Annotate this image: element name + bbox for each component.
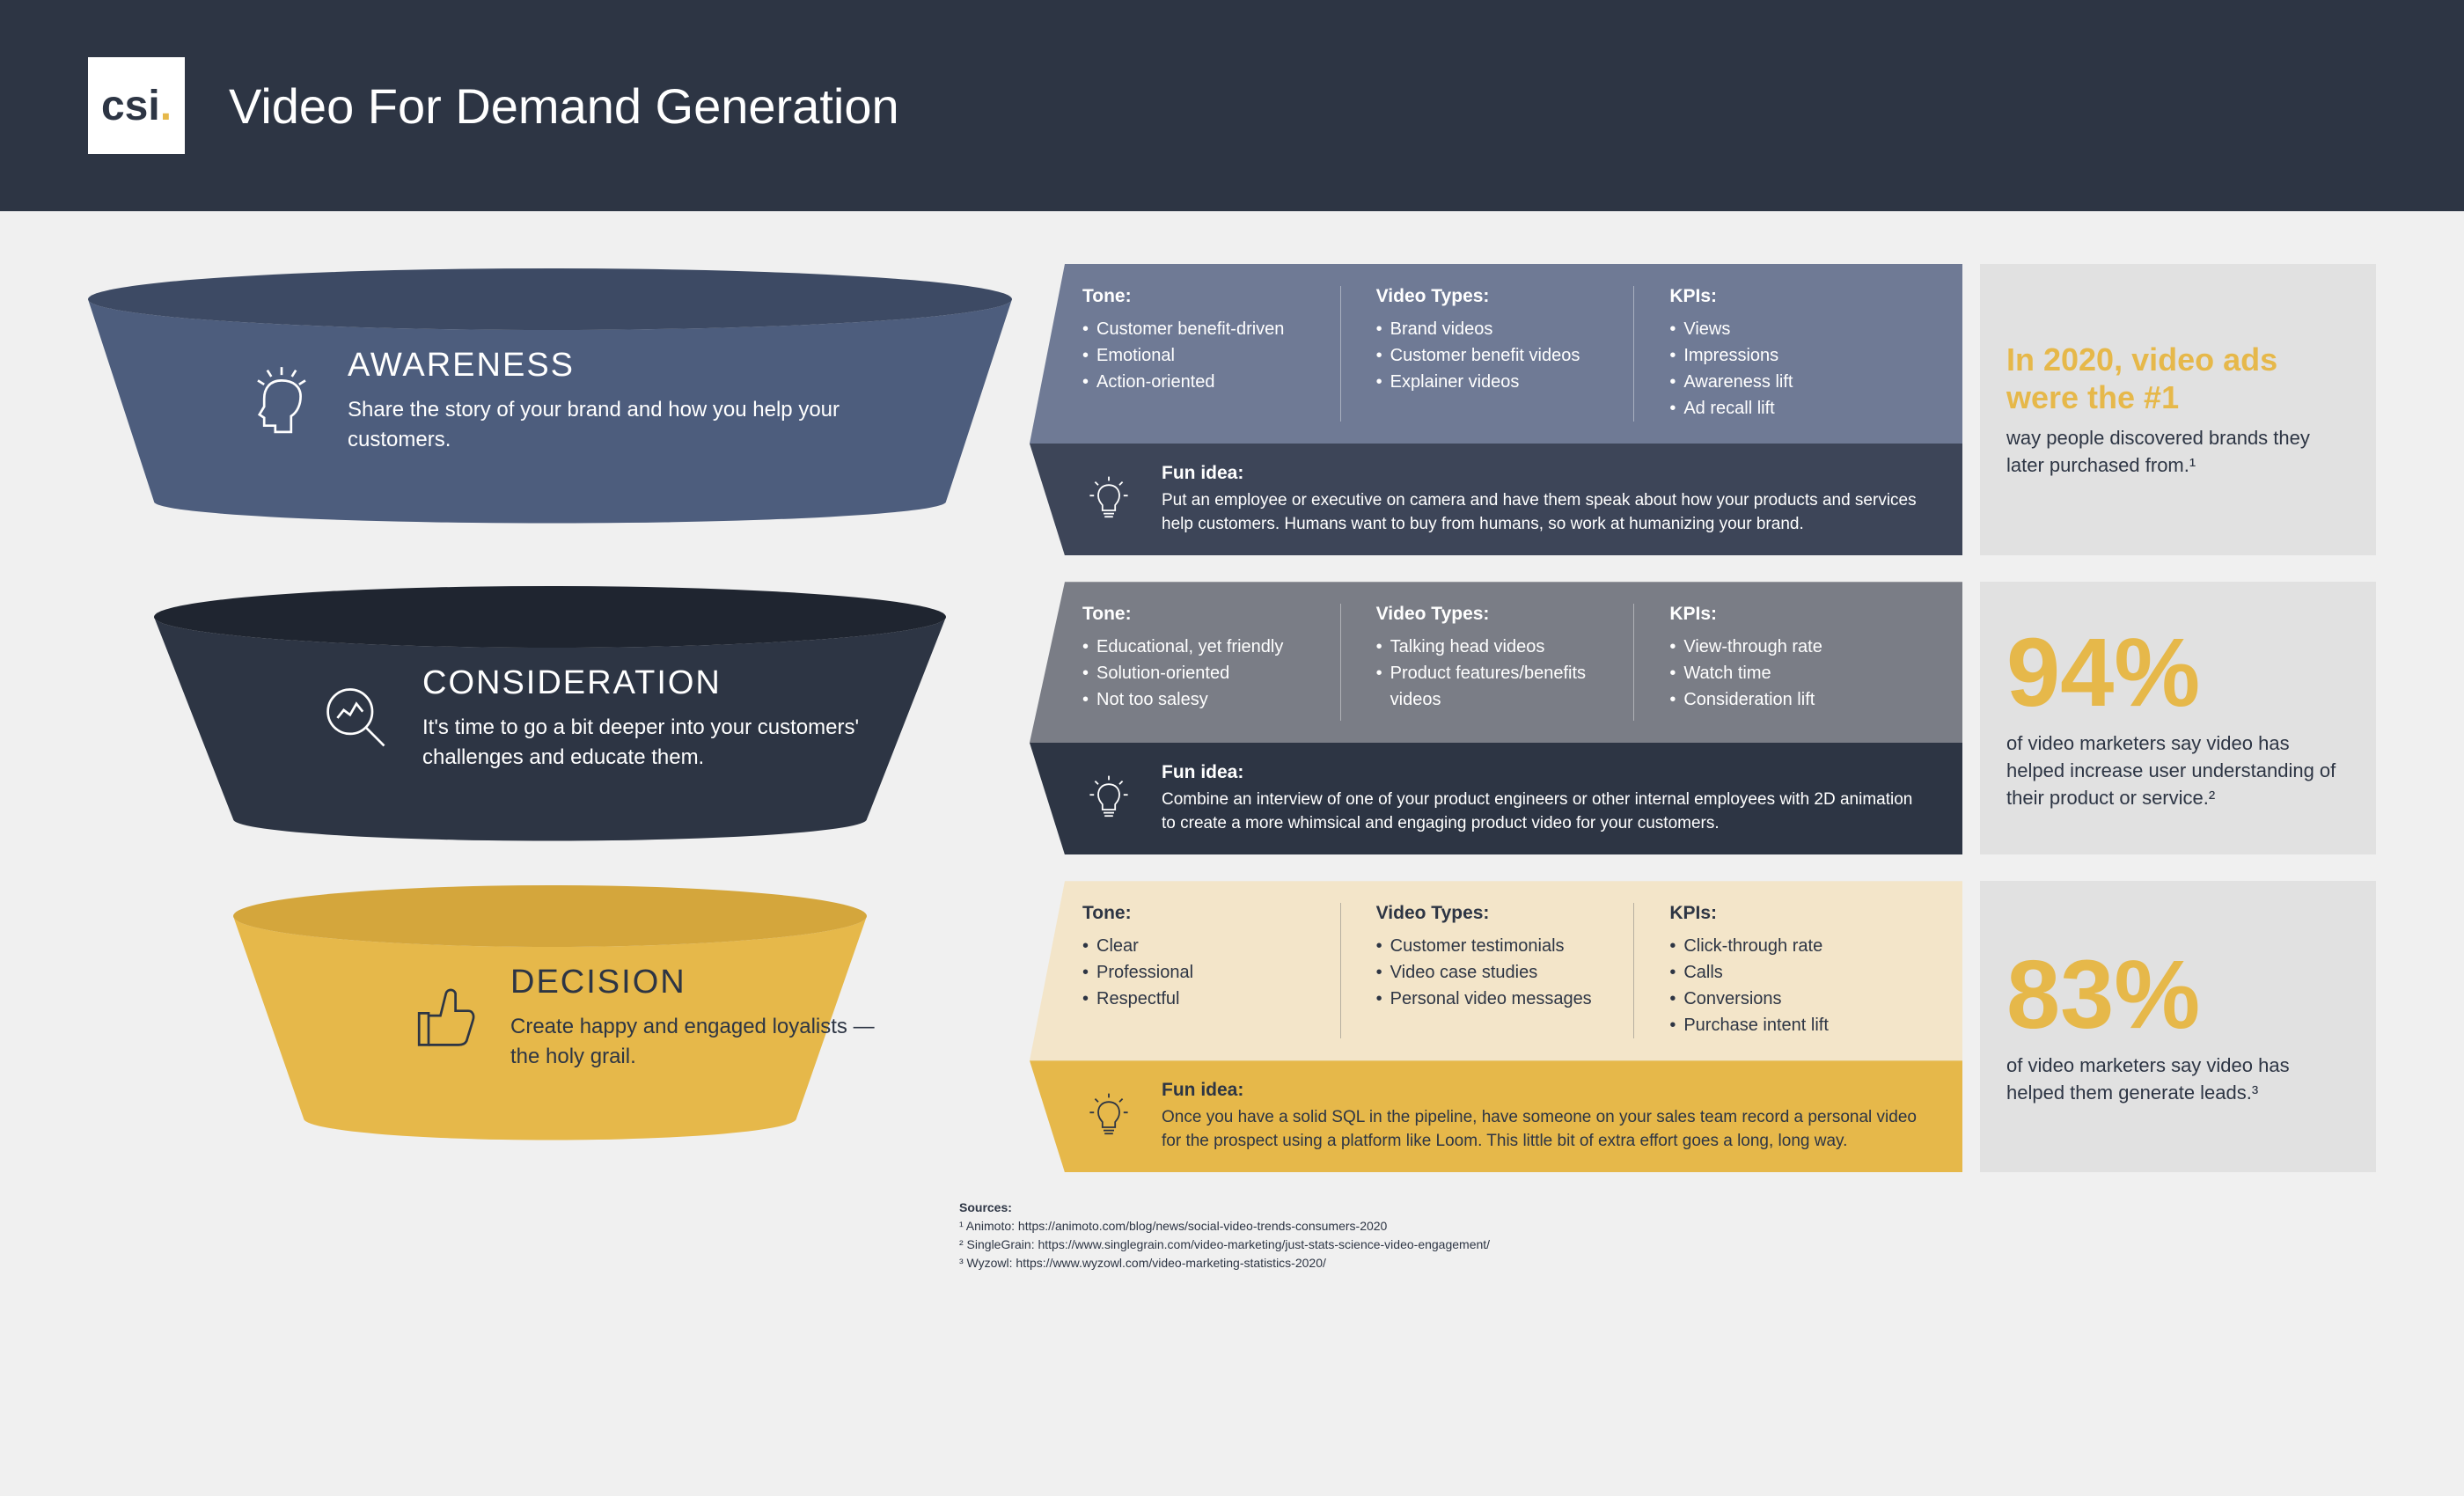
column-label: Video Types: xyxy=(1376,604,1617,625)
column-label: Video Types: xyxy=(1376,286,1617,307)
sources-label: Sources: xyxy=(959,1200,1012,1214)
list-item: Brand videos xyxy=(1376,316,1617,342)
video-types-column: Video Types: Talking head videosProduct … xyxy=(1359,604,1635,721)
list-item: Watch time xyxy=(1669,660,1910,686)
list-item: Respectful xyxy=(1082,986,1323,1012)
stage-title: AWARENESS xyxy=(348,347,911,385)
list-item: Educational, yet friendly xyxy=(1082,634,1323,660)
list-item: Views xyxy=(1669,316,1910,342)
funnel-decision: DECISION Create happy and engaged loyali… xyxy=(88,881,1012,1154)
details-consideration: Tone: Educational, yet friendlySolution-… xyxy=(1030,582,1962,854)
header: csi Video For Demand Generation xyxy=(0,0,2464,211)
list-item: Consideration lift xyxy=(1669,686,1910,713)
column-label: KPIs: xyxy=(1669,286,1910,307)
stage-subtitle: It's time to go a bit deeper into your c… xyxy=(422,713,915,772)
page-title: Video For Demand Generation xyxy=(229,77,899,135)
list-item: Clear xyxy=(1082,933,1323,959)
logo: csi xyxy=(88,57,185,154)
details-awareness: Tone: Customer benefit-drivenEmotionalAc… xyxy=(1030,264,1962,555)
stat-big: 94% xyxy=(2006,625,2350,722)
funnel-consideration: CONSIDERATION It's time to go a bit deep… xyxy=(88,582,1012,854)
list-item: Conversions xyxy=(1669,986,1910,1012)
details-decision: Tone: ClearProfessionalRespectfulVideo T… xyxy=(1030,881,1962,1172)
kpis-column: KPIs: Click-through rateCallsConversions… xyxy=(1652,903,1927,1038)
tone-column: Tone: Educational, yet friendlySolution-… xyxy=(1065,604,1341,721)
list-item: Professional xyxy=(1082,959,1323,986)
list-item: Personal video messages xyxy=(1376,986,1617,1012)
column-label: KPIs: xyxy=(1669,903,1910,924)
stage-title: DECISION xyxy=(510,964,898,1001)
kpis-column: KPIs: ViewsImpressionsAwareness liftAd r… xyxy=(1652,286,1927,422)
tone-column: Tone: ClearProfessionalRespectful xyxy=(1065,903,1341,1038)
column-label: Video Types: xyxy=(1376,903,1617,924)
stat-big: In 2020, video ads were the #1 xyxy=(2006,341,2350,416)
sources-block: Sources: ¹ Animoto: https://animoto.com/… xyxy=(0,1190,2464,1272)
tone-column: Tone: Customer benefit-drivenEmotionalAc… xyxy=(1065,286,1341,422)
column-label: Tone: xyxy=(1082,286,1323,307)
stage-subtitle: Share the story of your brand and how yo… xyxy=(348,395,911,454)
stage-decision: DECISION Create happy and engaged loyali… xyxy=(88,881,2376,1172)
list-item: Click-through rate xyxy=(1669,933,1910,959)
stat-1: 94% of video marketers say video has hel… xyxy=(1980,582,2376,854)
stat-0: In 2020, video ads were the #1 way peopl… xyxy=(1980,264,2376,555)
column-label: Tone: xyxy=(1082,604,1323,625)
fun-idea-label: Fun idea: xyxy=(1162,463,1927,484)
list-item: Emotional xyxy=(1082,342,1323,369)
thumb-icon xyxy=(405,978,484,1057)
stage-awareness: AWARENESS Share the story of your brand … xyxy=(88,264,2376,555)
list-item: Calls xyxy=(1669,959,1910,986)
list-item: Customer benefit videos xyxy=(1376,342,1617,369)
list-item: View-through rate xyxy=(1669,634,1910,660)
content-area: AWARENESS Share the story of your brand … xyxy=(0,211,2464,1190)
list-item: Customer benefit-driven xyxy=(1082,316,1323,342)
fun-idea-text: Combine an interview of one of your prod… xyxy=(1162,788,1927,835)
lightbulb-icon xyxy=(1082,773,1135,825)
list-item: Awareness lift xyxy=(1669,369,1910,395)
stat-small: of video marketers say video has helped … xyxy=(2006,730,2350,811)
stat-big: 83% xyxy=(2006,947,2350,1044)
kpis-column: KPIs: View-through rateWatch timeConside… xyxy=(1652,604,1927,721)
fun-idea-label: Fun idea: xyxy=(1162,1080,1927,1101)
video-types-column: Video Types: Brand videosCustomer benefi… xyxy=(1359,286,1635,422)
list-item: Not too salesy xyxy=(1082,686,1323,713)
fun-idea-label: Fun idea: xyxy=(1162,762,1927,783)
list-item: Customer testimonials xyxy=(1376,933,1617,959)
source-item: ² SingleGrain: https://www.singlegrain.c… xyxy=(959,1236,2464,1254)
magnify-icon xyxy=(317,678,396,758)
list-item: Action-oriented xyxy=(1082,369,1323,395)
funnel-awareness: AWARENESS Share the story of your brand … xyxy=(88,264,1012,537)
head-icon xyxy=(242,361,321,440)
source-item: ³ Wyzowl: https://www.wyzowl.com/video-m… xyxy=(959,1254,2464,1272)
stat-2: 83% of video marketers say video has hel… xyxy=(1980,881,2376,1172)
fun-idea-text: Put an employee or executive on camera a… xyxy=(1162,489,1927,536)
list-item: Solution-oriented xyxy=(1082,660,1323,686)
stat-small: way people discovered brands they later … xyxy=(2006,425,2350,480)
stage-subtitle: Create happy and engaged loyalists — the… xyxy=(510,1012,898,1071)
video-types-column: Video Types: Customer testimonialsVideo … xyxy=(1359,903,1635,1038)
lightbulb-icon xyxy=(1082,473,1135,526)
list-item: Purchase intent lift xyxy=(1669,1012,1910,1038)
stage-consideration: CONSIDERATION It's time to go a bit deep… xyxy=(88,582,2376,854)
list-item: Impressions xyxy=(1669,342,1910,369)
column-label: Tone: xyxy=(1082,903,1323,924)
list-item: Talking head videos xyxy=(1376,634,1617,660)
list-item: Product features/benefits videos xyxy=(1376,660,1617,713)
fun-idea-text: Once you have a solid SQL in the pipelin… xyxy=(1162,1106,1927,1153)
list-item: Explainer videos xyxy=(1376,369,1617,395)
source-item: ¹ Animoto: https://animoto.com/blog/news… xyxy=(959,1217,2464,1236)
column-label: KPIs: xyxy=(1669,604,1910,625)
stage-title: CONSIDERATION xyxy=(422,664,915,702)
list-item: Ad recall lift xyxy=(1669,395,1910,422)
stat-small: of video marketers say video has helped … xyxy=(2006,1052,2350,1107)
list-item: Video case studies xyxy=(1376,959,1617,986)
lightbulb-icon xyxy=(1082,1090,1135,1143)
